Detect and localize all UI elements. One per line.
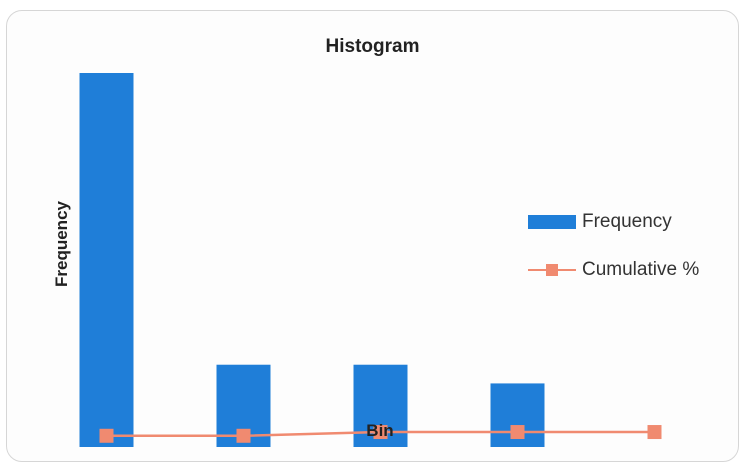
legend-label-frequency: Frequency — [582, 211, 672, 232]
legend-swatch-line — [528, 263, 576, 277]
cumulative-point-2 — [236, 428, 251, 443]
legend-swatch-bar — [528, 215, 576, 229]
chart-title: Histogram — [325, 36, 420, 57]
legend-label-cumulative: Cumulative % — [582, 259, 700, 280]
cumulative-point-4 — [510, 425, 525, 440]
cumulative-point-3 — [373, 425, 388, 440]
legend-item-cumulative: Cumulative % — [528, 259, 699, 281]
bar-1 — [79, 73, 134, 447]
x-axis-label: Bin — [366, 421, 394, 440]
cumulative-point-1 — [99, 428, 114, 443]
cumulative-point-5 — [647, 425, 662, 440]
legend-item-frequency: Frequency — [528, 211, 672, 233]
